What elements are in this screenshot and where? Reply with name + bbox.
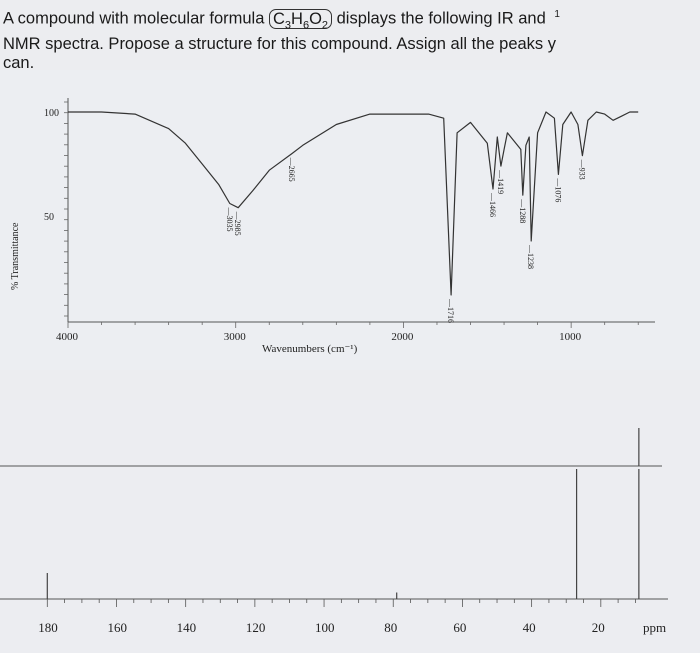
ir-x-tick-label: 1000 <box>559 331 582 343</box>
nmr-background <box>0 400 700 653</box>
ir-peak-label: —2985 <box>233 211 242 236</box>
question-prefix: A compound with molecular formula <box>3 9 265 28</box>
ir-peak-label: —2665 <box>287 157 296 182</box>
ir-peak-label: —1716 <box>446 298 455 323</box>
ir-x-tick-label: 3000 <box>224 331 247 343</box>
ir-peak-label: —1076 <box>553 177 562 202</box>
ir-peak-label: —1288 <box>518 198 527 223</box>
formula-highlight: C3H6O2 <box>268 8 333 31</box>
footnote-mark: 1 <box>554 9 560 20</box>
question-suffix: displays the following IR and <box>336 9 546 28</box>
c13-x-tick-label: 40 <box>523 620 536 635</box>
c13-x-tick-label: 80 <box>384 620 397 635</box>
c13-x-tick-label: 20 <box>592 620 605 635</box>
molecular-formula: C3H6O2 <box>272 9 329 31</box>
c13-x-tick-label: 140 <box>177 620 197 635</box>
c13-x-tick-label: 100 <box>315 620 335 635</box>
ir-peak-label: —1419 <box>496 169 505 194</box>
ir-peak-label: —3035 <box>225 207 234 232</box>
ir-spectrum: 100 50 % Transmittance 4000 3000 2000 1000 Wave… <box>0 70 700 370</box>
question-line-1: A compound with molecular formula C3H6O2… <box>3 5 697 35</box>
ir-series-line <box>68 111 639 296</box>
c13-x-tick-label: 160 <box>107 620 127 635</box>
ir-y-tick-label: 50 <box>44 212 54 223</box>
question-text: A compound with molecular formula C3H6O2… <box>3 5 697 73</box>
ir-background <box>0 70 700 370</box>
c13-x-tick-label: 180 <box>38 620 58 635</box>
question-line-2: NMR spectra. Propose a structure for thi… <box>3 34 557 53</box>
ir-peak-label: —1238 <box>526 244 535 269</box>
question-line-3: can. <box>3 53 35 72</box>
ir-y-tick-label: 100 <box>44 108 59 119</box>
ir-peak-label: —933 <box>577 159 586 180</box>
ir-peak-label: —1466 <box>488 192 497 217</box>
ir-y-label: % Transmittance <box>10 222 21 290</box>
c13-x-tick-label: 60 <box>453 620 466 635</box>
ir-x-label: Wavenumbers (cm⁻¹) <box>262 343 358 355</box>
c13-nmr-spectrum: 180 160 140 120 100 80 60 40 20 ppm <box>0 400 700 653</box>
ir-x-tick-label: 2000 <box>391 331 414 343</box>
c13-unit-label: ppm <box>643 620 666 635</box>
c13-x-tick-label: 120 <box>246 620 266 635</box>
ir-x-tick-label: 4000 <box>56 331 79 343</box>
